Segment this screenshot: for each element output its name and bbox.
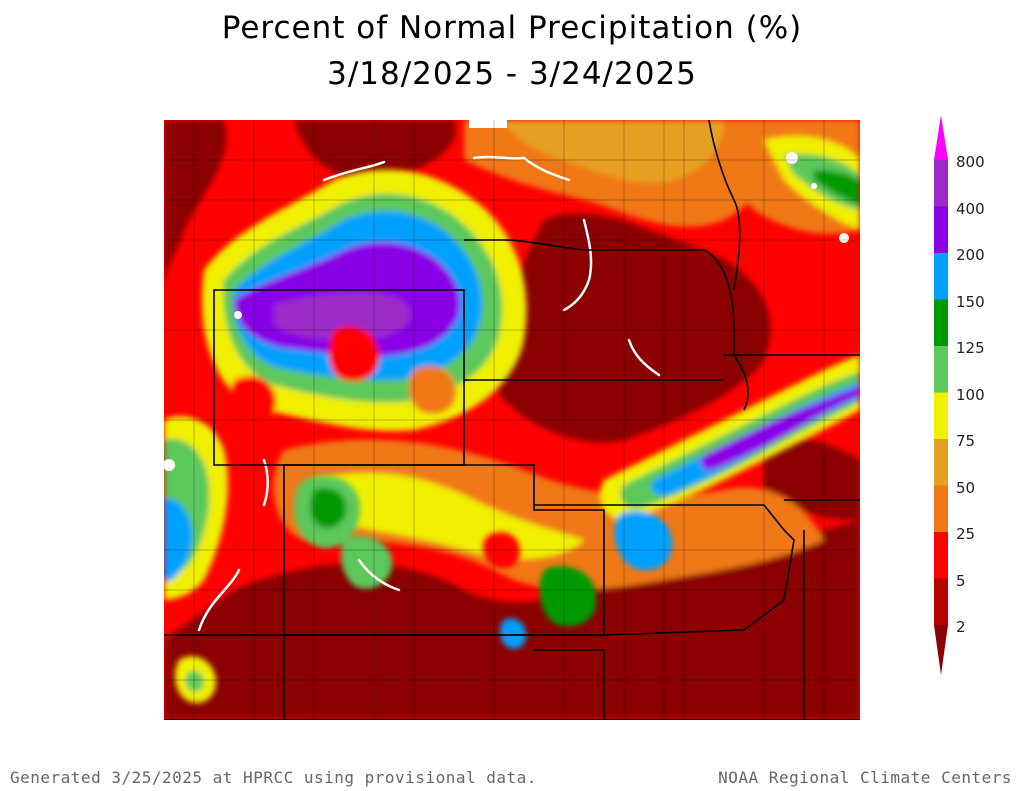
dry-region-west (164, 120, 226, 290)
legend-swatch (934, 578, 948, 626)
rivers (197, 155, 661, 632)
blue-region-west (164, 499, 193, 582)
legend-label: 200 (956, 246, 985, 264)
blue-blob-se (614, 511, 673, 571)
county-grid (164, 120, 860, 720)
legend-label: 400 (956, 199, 985, 218)
violet-region-nw (274, 291, 410, 340)
water-bodies (164, 120, 849, 471)
state-borders (164, 120, 860, 720)
red-pocket-nw2 (229, 376, 277, 425)
legend-swatch (934, 392, 948, 440)
green-region-sw (185, 670, 204, 692)
precipitation-map (164, 120, 860, 720)
map-title: Percent of Normal Precipitation (%) (221, 10, 803, 46)
legend-label: 2 (956, 618, 966, 636)
generated-note: Generated 3/25/2025 at HPRCC using provi… (10, 768, 537, 787)
legend-label: 100 (956, 385, 985, 404)
map-date-range: 3/18/2025 - 3/24/2025 (327, 56, 697, 92)
legend-swatch (934, 532, 948, 579)
legend-label: 75 (956, 432, 976, 450)
red-pocket-nw (328, 326, 380, 382)
legend-bottom-cap (934, 625, 948, 675)
blue-blob-south (500, 618, 526, 649)
green-region-central2 (340, 536, 393, 589)
orange-pocket-nw (408, 366, 457, 414)
legend-swatch (934, 253, 948, 300)
legend-swatch (934, 346, 948, 393)
orange-region-central (273, 439, 824, 590)
legend-label: 25 (956, 525, 976, 543)
darkgreen-region-central (310, 487, 347, 529)
purple-band-se (700, 386, 860, 471)
legend-label: 50 (956, 478, 976, 497)
legend-top-cap (934, 115, 948, 160)
yellow-region-central (314, 472, 584, 559)
legend-swatch (934, 299, 948, 347)
darkgreen-region-ne (814, 170, 860, 205)
legend-label: 125 (956, 339, 985, 357)
legend-swatch (934, 160, 948, 207)
source-credit: NOAA Regional Climate Centers (718, 768, 1012, 787)
legend-swatch (934, 439, 948, 486)
color-legend: 800 400 200 150 125 100 75 50 25 5 2 (926, 115, 1024, 680)
orange-region-ne2 (504, 120, 724, 183)
dry-region-central (494, 213, 771, 443)
legend-label: 800 (956, 153, 985, 171)
legend-swatch (934, 206, 948, 254)
dry-region-north (294, 120, 456, 182)
legend-swatch (934, 485, 948, 533)
legend-label: 5 (956, 571, 966, 590)
green-blob-south (539, 566, 597, 627)
legend-label: 150 (956, 292, 985, 311)
